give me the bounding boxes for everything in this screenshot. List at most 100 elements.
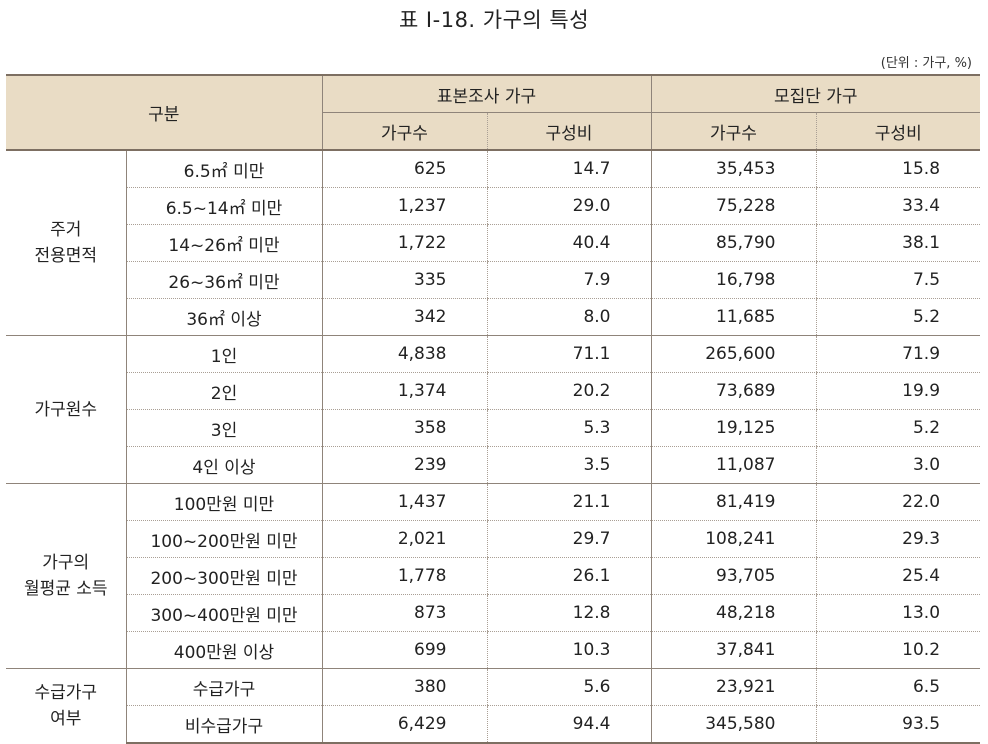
header-population-group: 모집단 가구 bbox=[650, 74, 981, 113]
population-households-cell: 23,921 bbox=[650, 668, 816, 706]
header-population-ratio: 구성비 bbox=[815, 112, 981, 151]
population-ratio-cell: 33.4 bbox=[815, 187, 981, 225]
sample-households-cell: 1,437 bbox=[321, 483, 487, 521]
population-ratio-cell: 29.3 bbox=[815, 520, 981, 558]
row-label: 400만원 이상 bbox=[125, 631, 322, 669]
population-ratio-cell: 22.0 bbox=[815, 483, 981, 521]
unit-note: (단위 : 가구, %) bbox=[880, 56, 972, 71]
sample-households-cell: 1,722 bbox=[321, 224, 487, 262]
row-label: 6.5㎡ 미만 bbox=[125, 150, 322, 188]
household-characteristics-table: 구분 표본조사 가구 모집단 가구 가구수 구성비 가구수 구성비 주거 전용면적… bbox=[6, 74, 981, 744]
sample-households-cell: 6,429 bbox=[321, 705, 487, 744]
table-row: 3인 358 5.3 19,125 5.2 bbox=[6, 409, 981, 447]
table-row: 200~300만원 미만 1,778 26.1 93,705 25.4 bbox=[6, 557, 981, 595]
population-ratio-cell: 5.2 bbox=[815, 298, 981, 336]
population-households-cell: 35,453 bbox=[650, 150, 816, 188]
group-label-line: 가구원수 bbox=[34, 399, 98, 420]
row-label: 3인 bbox=[125, 409, 322, 447]
header-category: 구분 bbox=[6, 74, 322, 151]
group-label-line: 월평균 소득 bbox=[23, 579, 108, 599]
group-label-line: 주거 bbox=[50, 220, 82, 240]
sample-ratio-cell: 94.4 bbox=[486, 705, 651, 744]
header-sample-group: 표본조사 가구 bbox=[321, 74, 651, 113]
sample-households-cell: 625 bbox=[321, 150, 487, 188]
population-households-cell: 11,685 bbox=[650, 298, 816, 336]
sample-households-cell: 699 bbox=[321, 631, 487, 669]
row-label: 300~400만원 미만 bbox=[125, 594, 322, 632]
population-ratio-cell: 25.4 bbox=[815, 557, 981, 595]
group-label: 가구원수 bbox=[6, 335, 126, 484]
population-households-cell: 48,218 bbox=[650, 594, 816, 632]
population-ratio-cell: 93.5 bbox=[815, 705, 981, 744]
row-label: 100만원 미만 bbox=[125, 483, 322, 521]
sample-ratio-cell: 29.0 bbox=[486, 187, 651, 225]
sample-ratio-cell: 7.9 bbox=[486, 261, 651, 299]
population-ratio-cell: 71.9 bbox=[815, 335, 981, 373]
group-label-line: 전용면적 bbox=[34, 246, 98, 266]
table-row: 2인 1,374 20.2 73,689 19.9 bbox=[6, 372, 981, 410]
population-ratio-cell: 7.5 bbox=[815, 261, 981, 299]
sample-ratio-cell: 40.4 bbox=[486, 224, 651, 262]
header-sample-households: 가구수 bbox=[321, 112, 487, 151]
table-row: 주거 전용면적 6.5㎡ 미만 625 14.7 35,453 15.8 bbox=[6, 150, 981, 336]
table-row: 14~26㎡ 미만 1,722 40.4 85,790 38.1 bbox=[6, 224, 981, 262]
sample-households-cell: 2,021 bbox=[321, 520, 487, 558]
row-label: 4인 이상 bbox=[125, 446, 322, 484]
sample-ratio-cell: 5.6 bbox=[486, 668, 651, 706]
population-ratio-cell: 13.0 bbox=[815, 594, 981, 632]
population-households-cell: 85,790 bbox=[650, 224, 816, 262]
row-label: 200~300만원 미만 bbox=[125, 557, 322, 595]
population-households-cell: 37,841 bbox=[650, 631, 816, 669]
table-row: 26~36㎡ 미만 335 7.9 16,798 7.5 bbox=[6, 261, 981, 299]
row-label: 2인 bbox=[125, 372, 322, 410]
sample-households-cell: 1,237 bbox=[321, 187, 487, 225]
population-ratio-cell: 15.8 bbox=[815, 150, 981, 188]
row-label: 비수급가구 bbox=[125, 705, 322, 744]
population-ratio-cell: 10.2 bbox=[815, 631, 981, 669]
sample-households-cell: 239 bbox=[321, 446, 487, 484]
population-ratio-cell: 3.0 bbox=[815, 446, 981, 484]
population-ratio-cell: 19.9 bbox=[815, 372, 981, 410]
population-households-cell: 93,705 bbox=[650, 557, 816, 595]
sample-households-cell: 1,778 bbox=[321, 557, 487, 595]
population-households-cell: 345,580 bbox=[650, 705, 816, 744]
population-households-cell: 75,228 bbox=[650, 187, 816, 225]
sample-ratio-cell: 3.5 bbox=[486, 446, 651, 484]
sample-ratio-cell: 29.7 bbox=[486, 520, 651, 558]
row-label: 수급가구 bbox=[125, 668, 322, 706]
row-label: 6.5~14㎡ 미만 bbox=[125, 187, 322, 225]
sample-ratio-cell: 26.1 bbox=[486, 557, 651, 595]
table-row: 300~400만원 미만 873 12.8 48,218 13.0 bbox=[6, 594, 981, 632]
population-households-cell: 73,689 bbox=[650, 372, 816, 410]
sample-households-cell: 335 bbox=[321, 261, 487, 299]
table-row: 4인 이상 239 3.5 11,087 3.0 bbox=[6, 446, 981, 484]
sample-ratio-cell: 20.2 bbox=[486, 372, 651, 410]
sample-households-cell: 4,838 bbox=[321, 335, 487, 373]
group-label-line: 가구의 bbox=[42, 553, 90, 573]
row-label: 1인 bbox=[125, 335, 322, 373]
table-row: 6.5~14㎡ 미만 1,237 29.0 75,228 33.4 bbox=[6, 187, 981, 225]
table-row: 가구원수 1인 4,838 71.1 265,600 71.9 bbox=[6, 335, 981, 484]
sample-households-cell: 380 bbox=[321, 668, 487, 706]
table-row: 36㎡ 이상 342 8.0 11,685 5.2 bbox=[6, 298, 981, 336]
table-row: 100~200만원 미만 2,021 29.7 108,241 29.3 bbox=[6, 520, 981, 558]
sample-ratio-cell: 21.1 bbox=[486, 483, 651, 521]
table-row: 400만원 이상 699 10.3 37,841 10.2 bbox=[6, 631, 981, 669]
sample-ratio-cell: 8.0 bbox=[486, 298, 651, 336]
header-sample-ratio: 구성비 bbox=[486, 112, 651, 151]
table-row: 가구의 월평균 소득 100만원 미만 1,437 21.1 81,419 22.0 bbox=[6, 483, 981, 669]
sample-ratio-cell: 71.1 bbox=[486, 335, 651, 373]
row-label: 100~200만원 미만 bbox=[125, 520, 322, 558]
table-row: 비수급가구 6,429 94.4 345,580 93.5 bbox=[6, 705, 981, 744]
population-ratio-cell: 5.2 bbox=[815, 409, 981, 447]
group-label: 수급가구 여부 bbox=[6, 669, 126, 744]
population-households-cell: 19,125 bbox=[650, 409, 816, 447]
population-households-cell: 11,087 bbox=[650, 446, 816, 484]
row-label: 26~36㎡ 미만 bbox=[125, 261, 322, 299]
group-label-line: 여부 bbox=[50, 709, 82, 729]
population-households-cell: 265,600 bbox=[650, 335, 816, 373]
sample-ratio-cell: 10.3 bbox=[486, 631, 651, 669]
table-title: 표 Ⅰ-18. 가구의 특성 bbox=[398, 8, 590, 32]
sample-households-cell: 1,374 bbox=[321, 372, 487, 410]
